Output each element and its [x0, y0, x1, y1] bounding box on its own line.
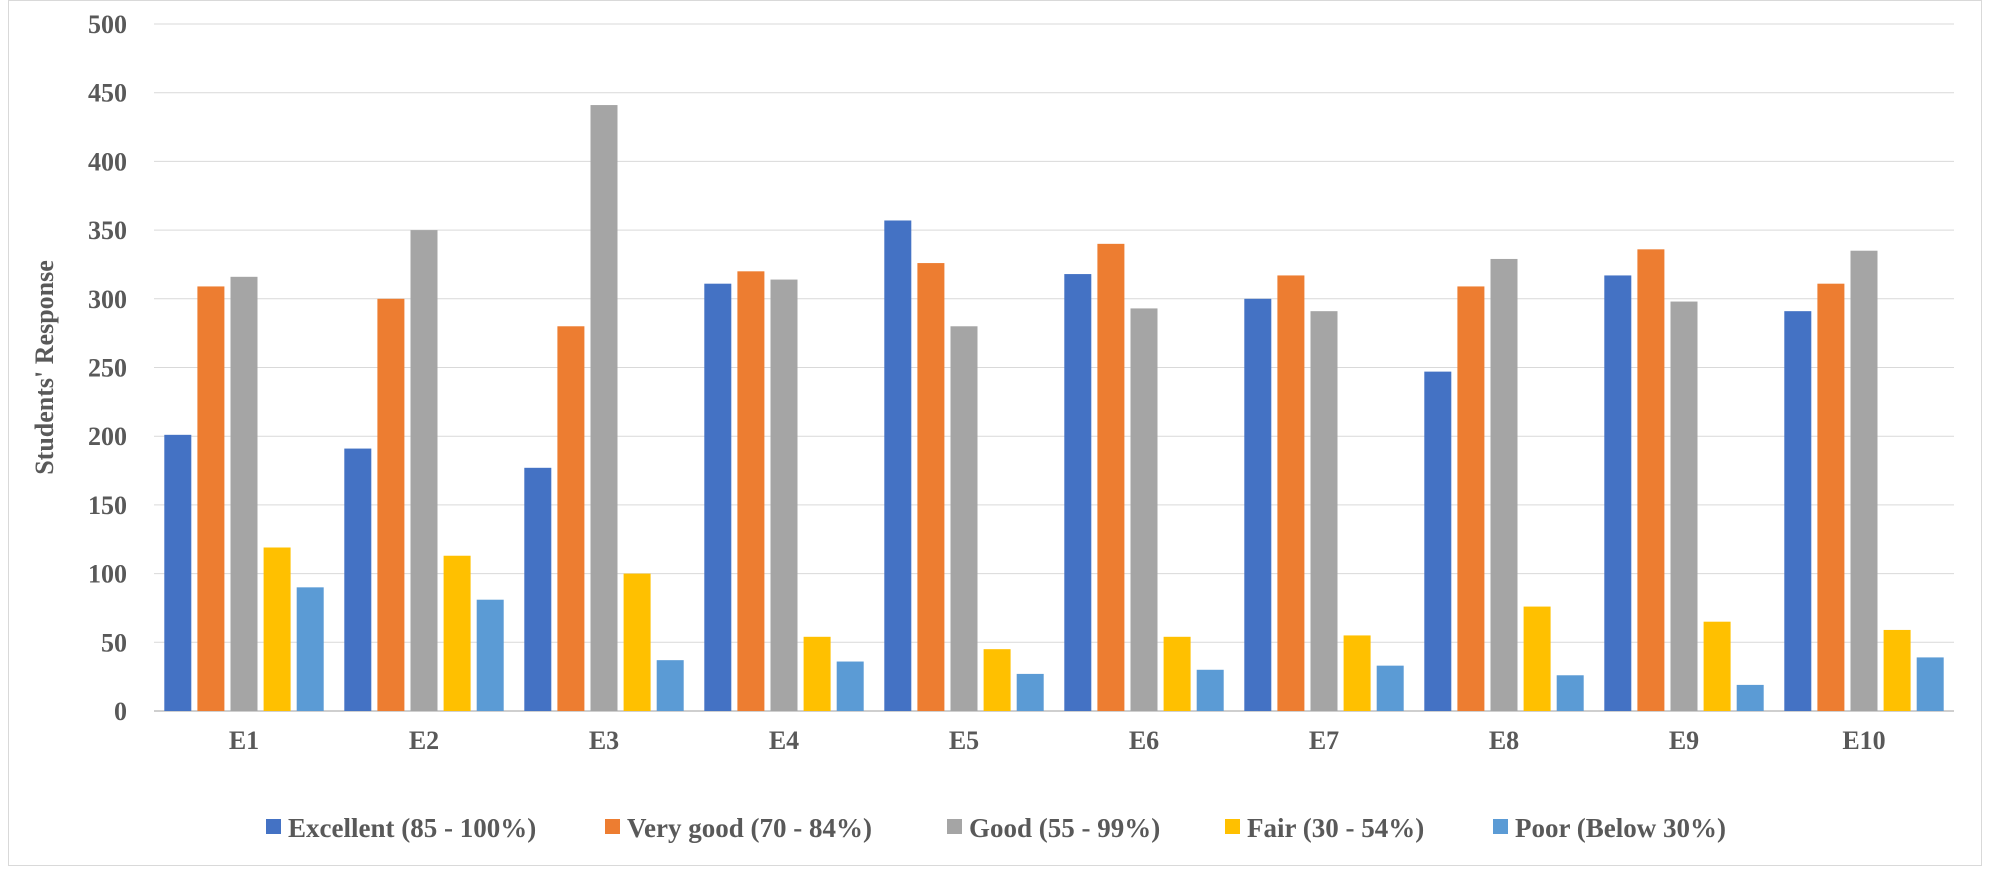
x-tick-label: E1	[229, 726, 259, 755]
legend-swatch	[605, 819, 620, 834]
bar	[1016, 673, 1044, 711]
y-tick-label: 350	[88, 216, 127, 245]
x-tick-label: E10	[1842, 726, 1885, 755]
bar	[344, 448, 372, 711]
bar	[410, 230, 438, 711]
bar	[1277, 275, 1305, 711]
bar	[1376, 665, 1404, 711]
bar	[623, 573, 651, 711]
y-tick-label: 450	[88, 79, 127, 108]
bar	[656, 660, 684, 711]
legend-label: Poor (Below 30%)	[1515, 813, 1726, 843]
bar	[1916, 657, 1944, 711]
y-tick-label: 50	[101, 628, 127, 657]
legend-swatch	[1493, 819, 1508, 834]
bar	[524, 467, 552, 711]
bar	[1784, 311, 1812, 711]
y-tick-label: 500	[88, 10, 127, 39]
y-tick-label: 150	[88, 491, 127, 520]
legend-swatch	[1225, 819, 1240, 834]
legend-label: Very good (70 - 84%)	[627, 813, 872, 843]
y-axis-ticks: 0 50 100 150 200 250 300 350 400 450 500	[88, 10, 127, 726]
bar	[476, 599, 504, 711]
bar	[1244, 298, 1272, 711]
x-tick-label: E2	[409, 726, 439, 755]
bar	[1064, 274, 1092, 711]
bar	[983, 649, 1011, 711]
bar	[1604, 275, 1632, 711]
bar	[1097, 243, 1125, 711]
y-tick-label: 300	[88, 285, 127, 314]
bar	[377, 298, 405, 711]
bar	[1196, 669, 1224, 711]
bar	[1424, 371, 1452, 711]
bar	[557, 326, 585, 711]
x-tick-label: E7	[1309, 726, 1339, 755]
bar	[443, 555, 471, 711]
bar	[1850, 250, 1878, 711]
bar	[1703, 621, 1731, 711]
x-tick-label: E9	[1669, 726, 1699, 755]
bar	[1490, 258, 1518, 711]
bar	[884, 220, 912, 711]
legend-label: Fair (30 - 54%)	[1247, 813, 1424, 843]
bar	[590, 105, 618, 712]
legend-label: Excellent (85 - 100%)	[288, 813, 536, 843]
y-tick-label: 100	[88, 560, 127, 589]
y-axis-title: Students' Response	[30, 260, 59, 475]
y-tick-label: 400	[88, 147, 127, 176]
bar	[737, 271, 765, 711]
y-tick-label: 0	[114, 697, 127, 726]
bar	[770, 279, 798, 711]
bar	[917, 263, 945, 711]
bar	[950, 326, 978, 711]
bar	[1343, 635, 1371, 711]
bars	[164, 105, 1944, 712]
bar	[1883, 629, 1911, 711]
bar	[1310, 311, 1338, 711]
bar	[197, 286, 225, 711]
bar	[704, 283, 732, 711]
bar	[263, 547, 291, 711]
y-tick-label: 200	[88, 422, 127, 451]
bar	[1130, 308, 1158, 711]
x-axis-ticks: E1 E2 E3 E4 E5 E6 E7 E8 E9 E10	[229, 726, 1886, 755]
legend: Excellent (85 - 100%) Very good (70 - 84%…	[266, 813, 1726, 843]
y-tick-label: 250	[88, 354, 127, 383]
bar	[1670, 301, 1698, 711]
legend-swatch	[266, 819, 281, 834]
x-tick-label: E8	[1489, 726, 1519, 755]
x-tick-label: E6	[1129, 726, 1159, 755]
bar	[836, 661, 864, 711]
x-tick-label: E5	[949, 726, 979, 755]
bar	[1163, 636, 1191, 711]
bar	[164, 434, 192, 711]
legend-label: Good (55 - 99%)	[969, 813, 1160, 843]
bar	[230, 276, 258, 711]
bar	[1523, 606, 1551, 711]
bar	[803, 636, 831, 711]
bar	[1817, 283, 1845, 711]
chart-frame: 0 50 100 150 200 250 300 350 400 450 500 E1 E2 E3 E4 E…	[8, 0, 1982, 866]
bar	[1457, 286, 1485, 711]
legend-swatch	[947, 819, 962, 834]
bar	[1637, 249, 1665, 711]
bar	[1736, 684, 1764, 711]
x-tick-label: E3	[589, 726, 619, 755]
bar	[296, 587, 324, 711]
x-tick-label: E4	[769, 726, 799, 755]
bar	[1556, 675, 1584, 711]
